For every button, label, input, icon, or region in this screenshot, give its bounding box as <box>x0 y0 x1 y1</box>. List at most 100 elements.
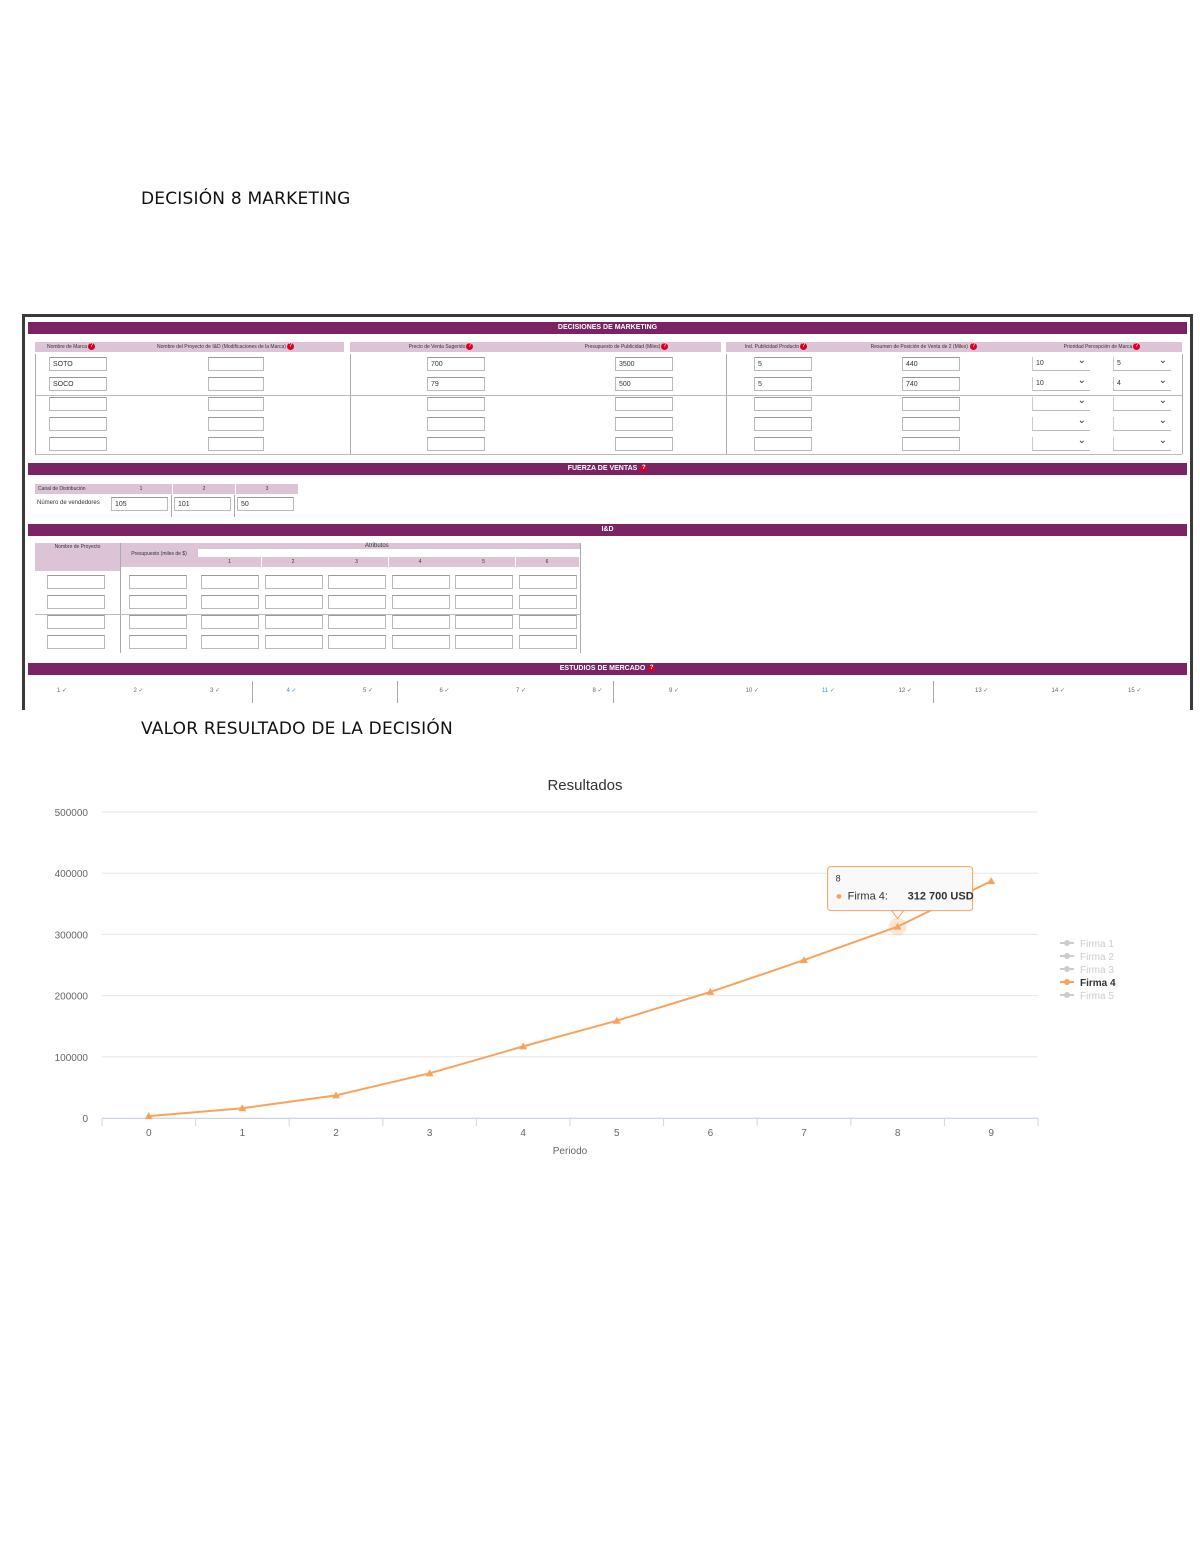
rd-attr-input[interactable] <box>455 575 513 589</box>
rd-attr-input[interactable] <box>264 615 323 629</box>
priority-select-1[interactable]: 10 <box>1032 354 1090 371</box>
market-study-checkbox[interactable]: 9 ✓ <box>669 688 680 694</box>
rd-budget-input[interactable] <box>129 635 187 649</box>
market-study-checkbox[interactable]: 15 ✓ <box>1128 688 1142 694</box>
help-icon[interactable]: ? <box>88 343 95 351</box>
market-study-checkbox[interactable]: 6 ✓ <box>439 688 450 694</box>
position-input[interactable] <box>902 397 960 411</box>
rd-attr-input[interactable] <box>328 615 386 629</box>
market-study-checkbox[interactable]: 8 ✓ <box>592 688 603 694</box>
priority-select-2[interactable] <box>1113 394 1171 411</box>
help-icon[interactable]: ? <box>970 343 978 351</box>
rd-attr-input[interactable] <box>328 635 386 649</box>
rd-attr-input[interactable] <box>328 575 386 589</box>
priority-select-2[interactable]: 5 <box>1113 354 1171 371</box>
rd-attr-input[interactable] <box>518 595 577 609</box>
rd-project-input[interactable] <box>208 397 264 411</box>
priority-select-1[interactable] <box>1032 394 1090 411</box>
ad-index-input[interactable]: 5 <box>754 357 812 371</box>
salespeople-input[interactable]: 105 <box>111 497 168 511</box>
brand-input[interactable] <box>49 437 107 451</box>
price-input[interactable] <box>427 397 485 411</box>
rd-attr-input[interactable] <box>201 575 259 589</box>
rd-budget-input[interactable] <box>129 615 187 629</box>
help-icon[interactable]: ? <box>661 343 669 351</box>
help-icon[interactable]: ? <box>648 664 656 672</box>
rd-attr-input[interactable] <box>391 595 450 609</box>
price-input[interactable] <box>427 417 485 431</box>
help-icon[interactable]: ? <box>286 343 294 351</box>
advertising-input[interactable] <box>615 417 673 431</box>
rd-attr-input[interactable] <box>391 635 450 649</box>
market-study-checkbox[interactable]: 1 ✓ <box>57 688 68 694</box>
rd-attr-input[interactable] <box>455 635 513 649</box>
market-study-checkbox[interactable]: 2 ✓ <box>133 688 144 694</box>
priority-select-1[interactable] <box>1032 434 1090 451</box>
rd-project-input[interactable] <box>47 635 105 649</box>
rd-project-input[interactable] <box>47 575 105 589</box>
position-input[interactable]: 740 <box>902 377 960 391</box>
rd-budget-input[interactable] <box>129 595 187 609</box>
market-study-checkbox[interactable]: 5 ✓ <box>363 688 374 694</box>
ad-index-input[interactable] <box>754 437 812 451</box>
ad-index-input[interactable] <box>754 417 812 431</box>
help-icon[interactable]: ? <box>466 343 474 351</box>
help-icon[interactable]: ? <box>640 464 648 472</box>
market-study-checkbox[interactable]: 12 ✓ <box>898 688 912 694</box>
rd-attr-input[interactable] <box>455 615 513 629</box>
rd-project-input[interactable] <box>208 437 264 451</box>
position-input[interactable] <box>902 417 960 431</box>
help-icon[interactable]: ? <box>800 343 808 351</box>
help-icon[interactable]: ? <box>1133 343 1141 351</box>
market-study-checkbox[interactable]: 3 ✓ <box>210 688 221 694</box>
rd-project-input[interactable] <box>208 377 264 391</box>
position-input[interactable]: 440 <box>902 357 960 371</box>
salespeople-input[interactable]: 50 <box>237 497 294 511</box>
rd-attr-input[interactable] <box>518 575 577 589</box>
advertising-input[interactable] <box>615 437 673 451</box>
ad-index-input[interactable] <box>754 397 812 411</box>
rd-project-input[interactable] <box>208 357 264 371</box>
priority-select-2[interactable] <box>1113 414 1171 431</box>
brand-input[interactable]: SOTO <box>49 357 107 371</box>
rd-attr-input[interactable] <box>518 615 577 629</box>
rd-attr-input[interactable] <box>201 635 259 649</box>
ad-index-input[interactable]: 5 <box>754 377 812 391</box>
rd-project-input[interactable] <box>208 417 264 431</box>
rd-attr-input[interactable] <box>264 575 323 589</box>
rd-project-input[interactable] <box>47 595 105 609</box>
rd-attr-input[interactable] <box>264 595 323 609</box>
priority-select-2[interactable]: 4 <box>1113 374 1171 391</box>
brand-input[interactable] <box>49 417 107 431</box>
price-input[interactable]: 79 <box>427 377 485 391</box>
advertising-input[interactable]: 3500 <box>615 357 673 371</box>
market-study-checkbox[interactable]: 14 ✓ <box>1051 688 1065 694</box>
brand-input[interactable]: SOCO <box>49 377 107 391</box>
market-study-checkbox[interactable]: 13 ✓ <box>975 688 989 694</box>
salespeople-input[interactable]: 101 <box>174 497 231 511</box>
price-input[interactable]: 700 <box>427 357 485 371</box>
advertising-input[interactable] <box>615 397 673 411</box>
brand-input[interactable] <box>49 397 107 411</box>
priority-select-2[interactable] <box>1113 434 1171 451</box>
rd-project-input[interactable] <box>47 615 105 629</box>
rd-attr-input[interactable] <box>264 635 323 649</box>
market-study-checkbox[interactable]: 10 ✓ <box>745 688 759 694</box>
priority-select-1[interactable]: 10 <box>1032 374 1090 391</box>
market-study-checkbox[interactable]: 4 ✓ <box>286 688 297 694</box>
market-study-checkbox[interactable]: 7 ✓ <box>516 688 527 694</box>
advertising-input[interactable]: 500 <box>615 377 673 391</box>
rd-attr-input[interactable] <box>391 575 450 589</box>
market-study-checkbox[interactable]: 11 ✓ <box>822 688 835 694</box>
price-input[interactable] <box>427 437 485 451</box>
rd-attr-input[interactable] <box>328 595 386 609</box>
priority-select-1[interactable] <box>1032 414 1090 431</box>
rd-attr-input[interactable] <box>391 615 450 629</box>
rd-attr-input[interactable] <box>201 615 259 629</box>
rd-attr-input[interactable] <box>201 595 259 609</box>
rd-attr-input[interactable] <box>518 635 577 649</box>
position-input[interactable] <box>902 437 960 451</box>
table-divider <box>35 454 1182 455</box>
rd-budget-input[interactable] <box>129 575 187 589</box>
rd-attr-input[interactable] <box>455 595 513 609</box>
